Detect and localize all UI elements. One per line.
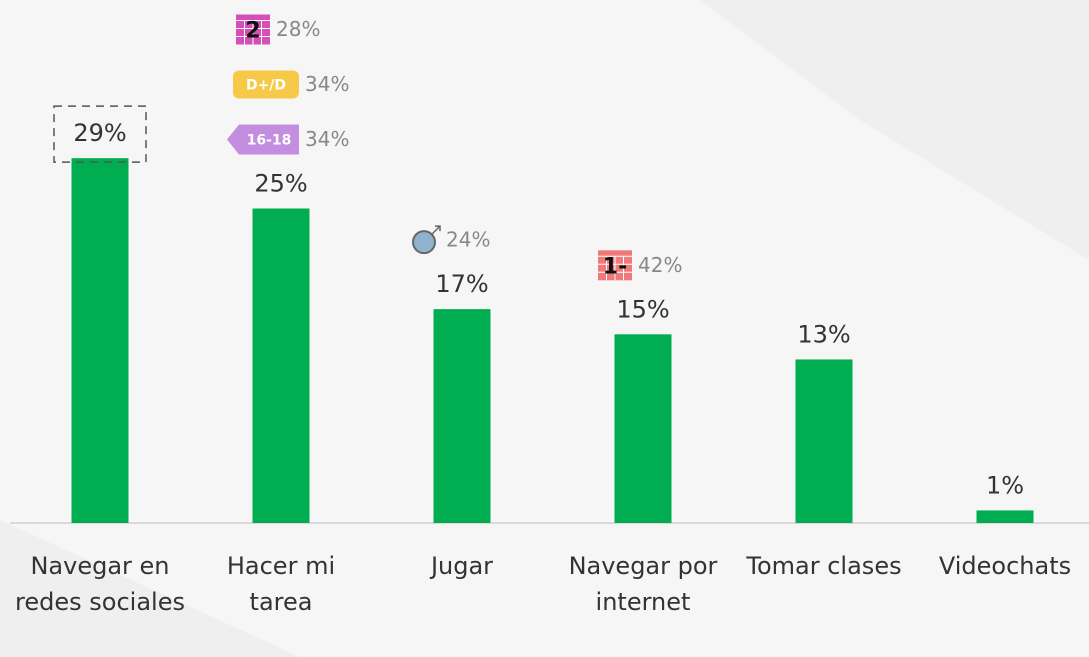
bar — [71, 158, 129, 523]
x-tick-label: Videochats — [938, 552, 1072, 580]
x-tick-label: Navegar por internet — [568, 552, 718, 616]
highlight-value: 42% — [638, 253, 682, 277]
value-label: 25% — [254, 170, 307, 198]
bar — [976, 510, 1034, 523]
highlight-badge: 16-18 34% — [227, 124, 349, 155]
badge-text: 16-18 — [247, 133, 292, 149]
value-label: 1% — [986, 471, 1024, 499]
highlight-value: 24% — [446, 228, 490, 252]
value-label: 17% — [435, 270, 488, 298]
value-label: 13% — [797, 320, 850, 348]
bar — [252, 208, 310, 523]
highlight-box — [53, 105, 147, 163]
badge-text: 2 — [245, 19, 260, 44]
gender-icon — [412, 230, 436, 255]
badge-text: 1- — [603, 254, 627, 279]
x-tick-label: Tomar clases — [746, 552, 902, 580]
highlight-value: 34% — [305, 72, 349, 96]
highlight-badge: 1- 42% — [598, 250, 682, 281]
value-label: 29% — [73, 119, 126, 147]
background-shape — [0, 520, 300, 657]
highlight-badge: D+/D 34% — [233, 70, 349, 99]
bar — [433, 309, 491, 523]
background-shape — [700, 0, 1089, 260]
highlight-badge: 24% — [412, 225, 490, 255]
value-label: 15% — [616, 295, 669, 323]
badge-text: D+/D — [246, 78, 286, 94]
x-tick-label: Navegar en redes sociales — [15, 552, 185, 616]
highlight-value: 34% — [305, 127, 349, 151]
badge-shape — [233, 70, 299, 99]
x-tick-label: Hacer mi tarea — [226, 552, 336, 616]
bar — [614, 334, 672, 523]
bar — [795, 359, 853, 523]
x-tick-label: Jugar — [430, 552, 494, 580]
highlight-value: 28% — [276, 17, 320, 41]
highlight-badge: 2 28% — [236, 14, 320, 45]
badge-shape — [227, 124, 299, 155]
gender-arrow — [431, 225, 441, 235]
